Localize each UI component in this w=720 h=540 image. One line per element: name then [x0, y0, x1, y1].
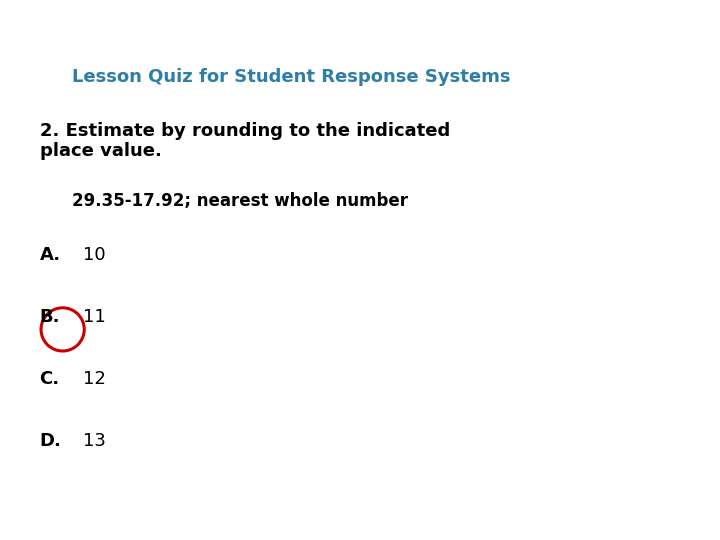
Text: 12: 12	[83, 370, 106, 388]
Text: B.: B.	[40, 308, 60, 326]
Text: 11: 11	[83, 308, 106, 326]
Text: Lesson Quiz for Student Response Systems: Lesson Quiz for Student Response Systems	[72, 68, 510, 85]
Text: 13: 13	[83, 432, 106, 450]
Text: 10: 10	[83, 246, 105, 264]
Text: 2. Estimate by rounding to the indicated
place value.: 2. Estimate by rounding to the indicated…	[40, 122, 450, 160]
Text: A.: A.	[40, 246, 60, 264]
Text: 29.35-17.92; nearest whole number: 29.35-17.92; nearest whole number	[72, 192, 408, 210]
Text: C.: C.	[40, 370, 60, 388]
Text: D.: D.	[40, 432, 61, 450]
